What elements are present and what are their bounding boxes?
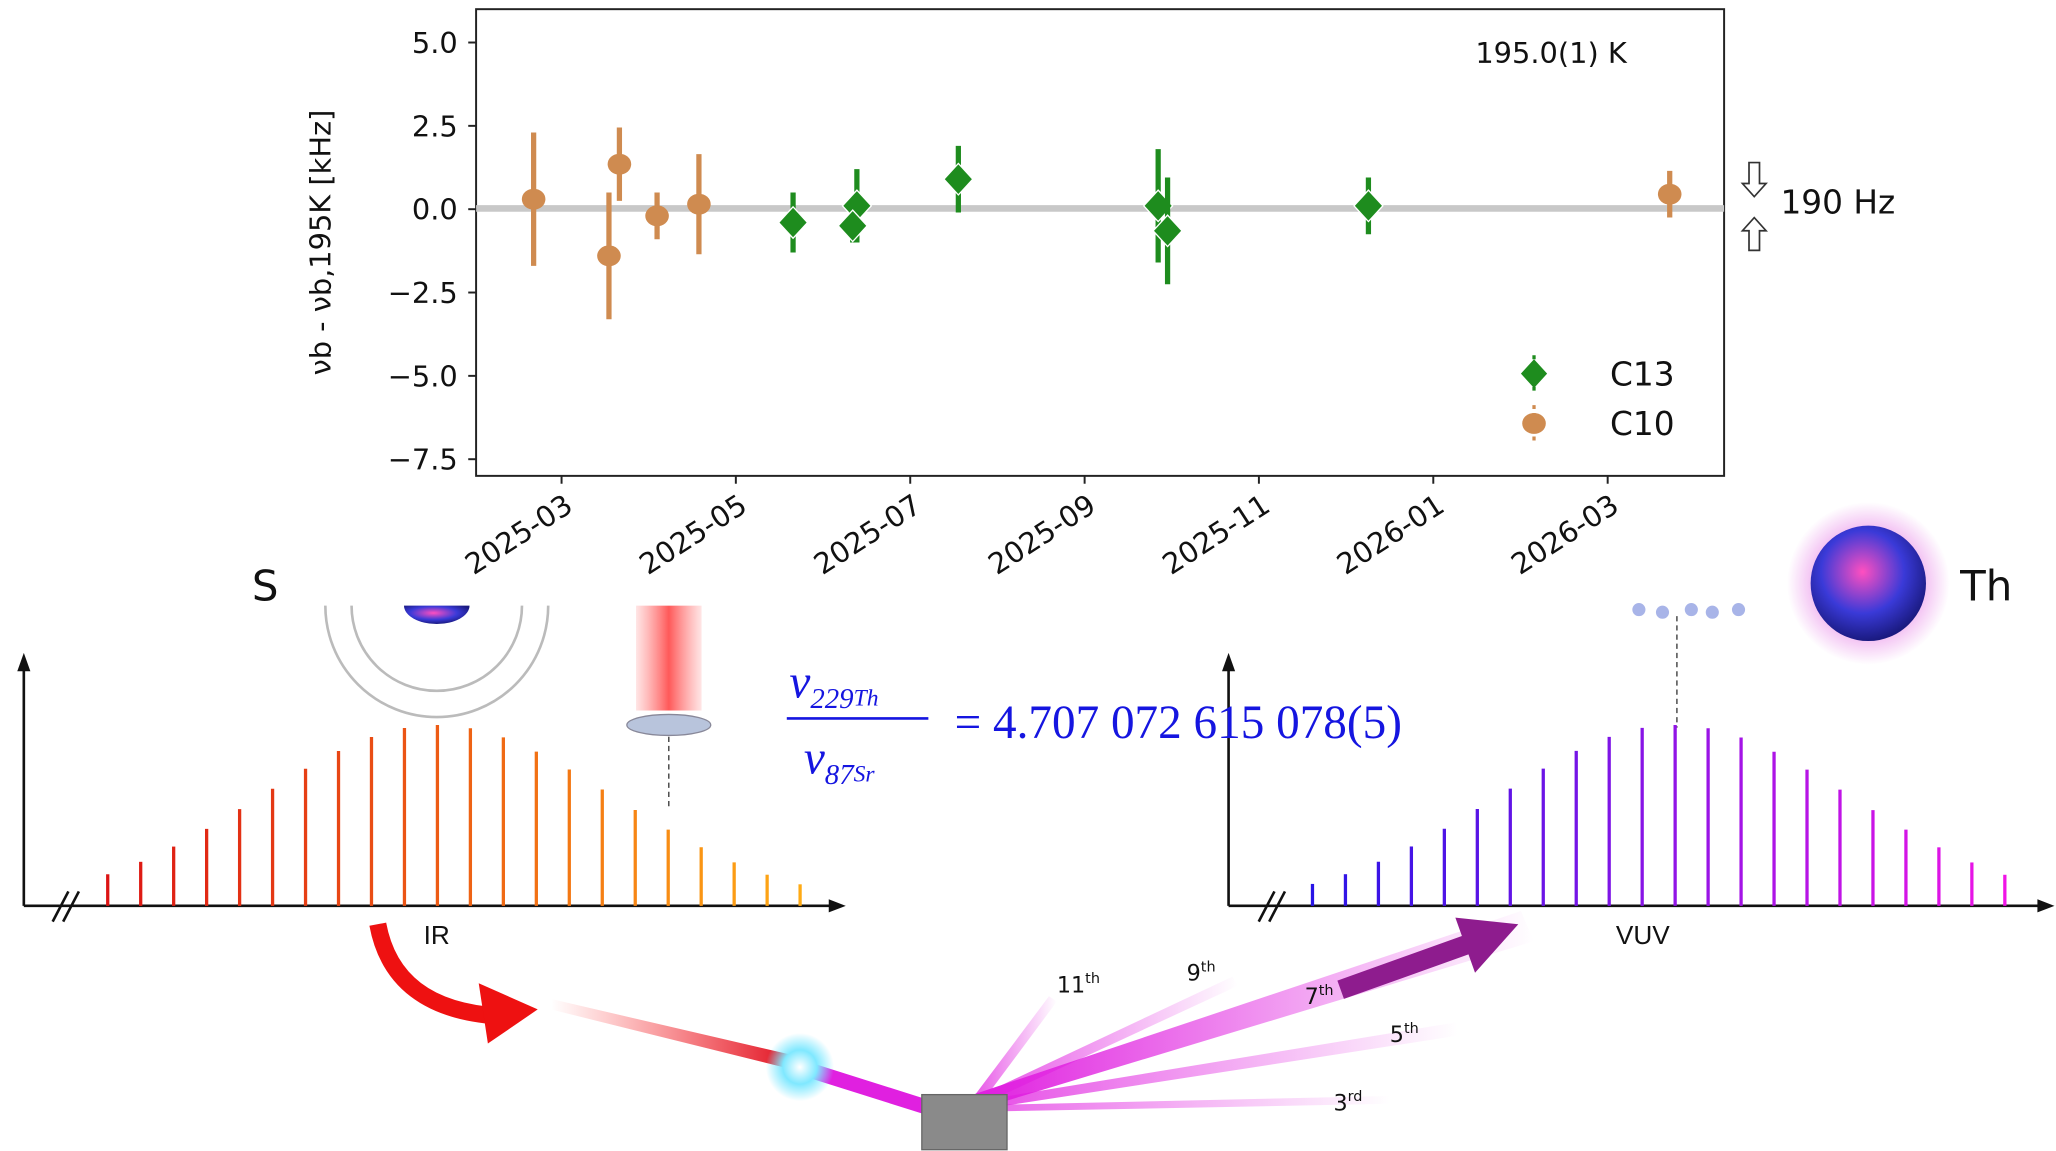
point (521, 188, 546, 210)
harmonic-label: 3rd (1333, 1089, 1362, 1116)
symbol: ν (804, 732, 825, 784)
y-tick-label: −5.0 (388, 359, 458, 393)
ir-comb (106, 724, 802, 906)
harmonic-suffix: th (1085, 971, 1100, 987)
point (943, 162, 974, 196)
red-arrow (369, 922, 499, 1025)
target (921, 1093, 1008, 1151)
side-note: 190 Hz (1780, 184, 1895, 222)
sr-atom (403, 605, 470, 625)
denominator: ν87Sr (804, 732, 876, 790)
point (687, 193, 711, 215)
harmonic-number: 3 (1333, 1090, 1347, 1116)
harmonic-suffix: th (1319, 983, 1334, 999)
legend-label: C10 (1610, 405, 1675, 443)
y-tick-label: −2.5 (388, 276, 458, 310)
harmonic-number: 11 (1057, 972, 1085, 998)
x-tick-label: 2025-03 (459, 487, 579, 581)
arrow-down (1740, 161, 1768, 198)
point (837, 209, 869, 243)
x-tick-label: 2025-05 (633, 487, 753, 581)
plot-frame (475, 8, 1726, 477)
y-tick-label: 2.5 (412, 109, 458, 143)
legend-label: C13 (1610, 355, 1675, 393)
chart: 195.0(1) K νb - νb,195K [kHz] 190 Hz −7.… (304, 8, 1895, 581)
right-axes (1227, 662, 2046, 923)
harmonic-suffix: rd (1348, 1089, 1363, 1105)
element: Th (854, 685, 879, 711)
harmonic-number: 5 (1390, 1022, 1404, 1048)
point (1152, 214, 1183, 248)
laser-stack (636, 605, 702, 711)
th-nucleus (1810, 525, 1926, 642)
arrowhead (17, 652, 31, 672)
harmonic-label: 9th (1187, 959, 1216, 986)
point (607, 153, 632, 175)
x-tick-label: 2026-03 (1505, 487, 1625, 581)
ir-beam (550, 998, 794, 1070)
y-tick-label: 5.0 (412, 26, 458, 60)
arrowhead (828, 899, 846, 913)
harmonic-suffix: th (1201, 959, 1216, 975)
y-tick-label: −7.5 (388, 443, 458, 477)
mass: 87 (825, 759, 855, 791)
x-tick-label: 2026-01 (1331, 487, 1451, 581)
x-tick-label: 2025-09 (982, 487, 1102, 581)
red-arrowhead (478, 983, 538, 1044)
vuv-label: VUV (1616, 920, 1670, 950)
ratio-value: = 4.707 072 615 078(5) (955, 697, 1402, 749)
legend-marker (1522, 412, 1546, 434)
crystal (765, 1033, 834, 1102)
y-axis-label: νb - νb,195K [kHz] (304, 110, 338, 376)
x-tick-label: 2025-11 (1156, 487, 1276, 581)
harmonic-number: 7 (1305, 984, 1319, 1010)
mass: 229 (810, 683, 853, 715)
element: Sr (854, 761, 876, 787)
point (645, 205, 669, 227)
left-axes (22, 662, 840, 923)
harmonic-beams (970, 911, 1535, 1112)
x-tick-label: 2025-07 (808, 487, 928, 581)
sr-rings (324, 605, 550, 719)
point (597, 245, 621, 267)
legend-marker (1520, 359, 1548, 389)
left-label: S (252, 561, 279, 610)
mirror (626, 713, 712, 737)
vuv-comb (1310, 724, 2007, 906)
ir-label: IR (424, 920, 450, 950)
point (1657, 183, 1682, 205)
vuv-arrow (1337, 917, 1519, 999)
point (777, 205, 809, 240)
harmonic-label: 7th (1305, 983, 1334, 1010)
symbol: ν (789, 656, 810, 708)
y-tick-label: 0.0 (412, 193, 458, 227)
arrowhead (2037, 899, 2055, 913)
atom-row (1632, 603, 1746, 619)
annotation: 195.0(1) K (1475, 36, 1628, 70)
harmonic-label: 5th (1390, 1021, 1419, 1048)
point (1353, 189, 1384, 223)
harmonic-label: 11th (1057, 971, 1100, 998)
harmonic-number: 9 (1187, 961, 1201, 987)
right-label: Th (1959, 561, 2012, 610)
arrow-up (1740, 216, 1768, 252)
arrowhead (1222, 652, 1236, 672)
harmonic-suffix: th (1404, 1021, 1419, 1037)
numerator: ν229Th (789, 656, 878, 714)
